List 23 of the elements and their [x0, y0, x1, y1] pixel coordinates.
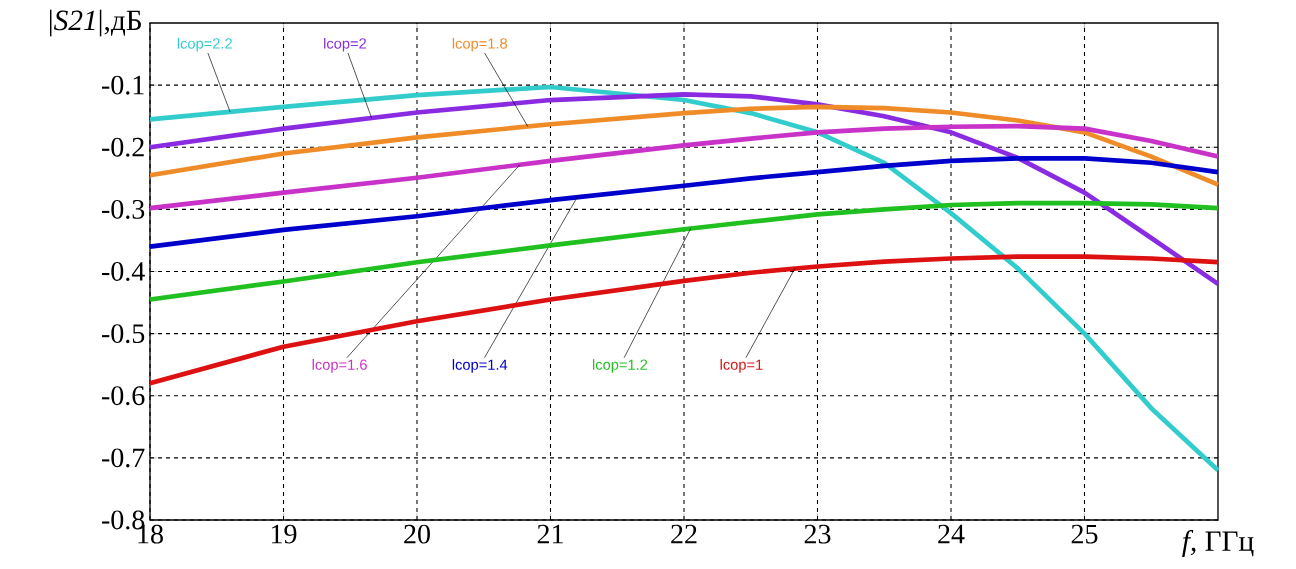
y-tick-label: -0.1	[102, 75, 144, 95]
y-tick-label: -0.6	[102, 386, 145, 406]
text: lcop=1.8	[452, 37, 508, 52]
text: lcop=1.4	[452, 359, 508, 373]
x-tick-label: 21	[537, 524, 563, 544]
y-tick-label: -0.3	[102, 199, 145, 219]
x-tick-label: 24	[938, 524, 965, 544]
y-tick-label: -0.2	[102, 137, 144, 157]
y-tick-label: -0.4	[102, 262, 145, 282]
y-tick-label: -0.7	[102, 448, 145, 468]
text: lcop=1.2	[592, 359, 648, 373]
x-tick-label: 23	[804, 524, 831, 544]
text: lcop=2	[324, 37, 366, 52]
x-tick-label: 20	[404, 524, 430, 544]
x-tick-label: 25	[1071, 524, 1098, 544]
text: lcop=2.2	[177, 37, 232, 52]
text: lcop=1.6	[312, 359, 367, 373]
y-axis-title: |S21|,дБ	[49, 9, 141, 37]
x-tick-label: 19	[271, 524, 297, 544]
x-axis-title: f, ГГц	[1182, 530, 1254, 557]
x-tick-label: 22	[671, 524, 697, 544]
text: lcop=1	[720, 359, 763, 373]
y-tick-label: -0.5	[102, 324, 145, 344]
